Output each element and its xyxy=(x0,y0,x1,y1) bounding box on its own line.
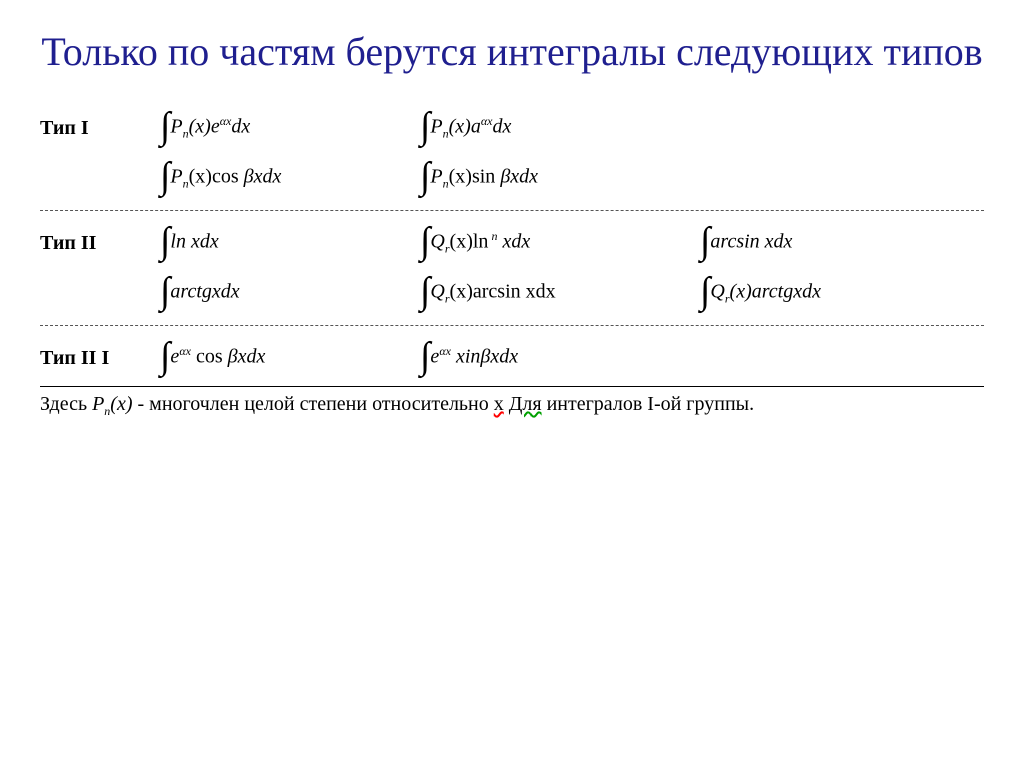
integral-icon: ∫ xyxy=(700,219,710,263)
divider-1 xyxy=(40,210,984,211)
grammar-mark: Для xyxy=(509,393,542,415)
type2-row2: ∫arctgxdx ∫Qr(x)arcsin xdx ∫Qr(x)arctgxd… xyxy=(40,271,984,315)
integral-icon: ∫ xyxy=(160,104,170,148)
type2-row1: Тип II ∫ln xdx ∫Qr(x)ln n xdx ∫arcsin xd… xyxy=(40,221,984,265)
integral-icon: ∫ xyxy=(160,219,170,263)
divider-2 xyxy=(40,325,984,326)
t1-formula1: ∫Pn(x)eαxdx xyxy=(160,106,420,150)
type3-label: Тип II I xyxy=(40,347,160,370)
t2-formula4: ∫arctgxdx xyxy=(160,271,420,315)
t1-formula3: ∫Pn(x)cos βxdx xyxy=(160,156,420,200)
t2-formula1: ∫ln xdx xyxy=(160,221,420,265)
integral-icon: ∫ xyxy=(420,269,430,313)
integral-icon: ∫ xyxy=(160,154,170,198)
slide-title: Только по частям берутся интегралы следу… xyxy=(40,28,984,76)
t2-formula2: ∫Qr(x)ln n xdx xyxy=(420,221,700,265)
type1-row1: Тип I ∫Pn(x)eαxdx ∫Pn(x)aαxdx xyxy=(40,106,984,150)
divider-3 xyxy=(40,386,984,387)
type1-row2: ∫Pn(x)cos βxdx ∫Pn(x)sin βxdx xyxy=(40,156,984,200)
integral-icon: ∫ xyxy=(700,269,710,313)
t2-formula3: ∫arcsin xdx xyxy=(700,221,920,265)
integral-icon: ∫ xyxy=(160,269,170,313)
t2-formula6: ∫Qr(x)arctgxdx xyxy=(700,271,920,315)
type1-label: Тип I xyxy=(40,117,160,140)
t1-formula4: ∫Pn(x)sin βxdx xyxy=(420,156,700,200)
integral-icon: ∫ xyxy=(160,334,170,378)
type2-label: Тип II xyxy=(40,232,160,255)
footer-note: Здесь Pn(x) - многочлен целой степени от… xyxy=(40,393,984,419)
t3-formula2: ∫eαx xinβxdx xyxy=(420,336,700,380)
integral-icon: ∫ xyxy=(420,334,430,378)
slide-container: Только по частям берутся интегралы следу… xyxy=(0,0,1024,439)
integral-icon: ∫ xyxy=(420,104,430,148)
t3-formula1: ∫eαx cos βxdx xyxy=(160,336,420,380)
type3-row: Тип II I ∫eαx cos βxdx ∫eαx xinβxdx xyxy=(40,336,984,380)
integral-icon: ∫ xyxy=(420,219,430,263)
spellcheck-mark: х xyxy=(494,393,504,415)
t2-formula5: ∫Qr(x)arcsin xdx xyxy=(420,271,700,315)
t1-formula2: ∫Pn(x)aαxdx xyxy=(420,106,700,150)
integral-icon: ∫ xyxy=(420,154,430,198)
